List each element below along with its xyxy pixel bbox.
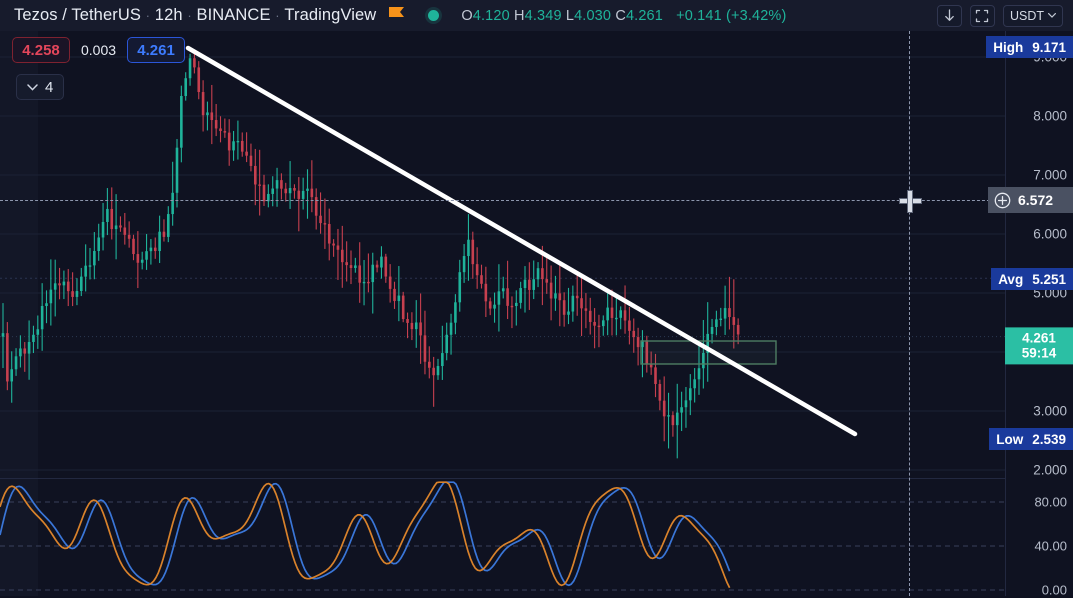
crosshair-cursor (899, 190, 922, 213)
price-tick: 7.000 (1033, 167, 1067, 183)
series-dot (428, 10, 440, 21)
download-button[interactable] (936, 4, 962, 27)
low-label: L (565, 7, 575, 24)
high-label: H (514, 7, 525, 24)
avg-tag: Avg (998, 271, 1024, 287)
bid-badge[interactable]: 4.258 (12, 37, 70, 63)
ohlc-readout: O4.120 H4.349 L4.030 C4.261 +0.141 (+3.4… (461, 8, 786, 24)
high-price-badge: High 9.171 (986, 36, 1073, 58)
low-tag: Low (996, 431, 1024, 447)
rectangle-drawing[interactable] (640, 340, 777, 365)
refresh-button[interactable] (969, 4, 995, 27)
currency-label: USDT (1009, 8, 1044, 23)
current-price-badge[interactable]: 4.261 59:14 (1005, 327, 1073, 365)
price-legend: 4.258 0.003 4.261 (12, 37, 186, 63)
symbol-name: Tezos / TetherUS (14, 6, 141, 24)
crosshair-price-value: 6.572 (1018, 192, 1054, 208)
avg-price-value: 5.251 (1032, 271, 1066, 287)
indicator-count: 4 (45, 78, 54, 96)
title-separator: · (183, 8, 196, 23)
change-value: +0.141 (+3.42%) (676, 7, 787, 24)
currency-dropdown[interactable]: USDT (1002, 4, 1063, 27)
low-price-value: 2.539 (1032, 431, 1066, 447)
high-price-value: 9.171 (1032, 39, 1066, 55)
title-separator: · (271, 8, 284, 23)
plus-circle-icon[interactable] (994, 192, 1011, 209)
chart-header: Tezos / TetherUS · 12h · BINANCE · Tradi… (0, 0, 1073, 31)
avg-price-badge: Avg 5.251 (991, 268, 1073, 290)
price-tick: 2.000 (1033, 462, 1067, 478)
high-value: 4.349 (524, 7, 562, 24)
bar-countdown: 59:14 (1021, 345, 1057, 361)
oscillator-tick: 0.00 (1041, 582, 1067, 598)
open-label: O (461, 7, 473, 24)
download-icon (945, 8, 954, 21)
price-axis[interactable]: 9.0008.0007.0006.0005.0004.0003.0002.000… (986, 31, 1073, 598)
low-value: 4.030 (574, 7, 612, 24)
price-tick: 6.000 (1033, 226, 1067, 242)
low-price-badge: Low 2.539 (989, 428, 1073, 450)
close-value: 4.261 (625, 7, 663, 24)
chevron-down-icon (1048, 13, 1056, 18)
symbol-title-group[interactable]: Tezos / TetherUS · 12h · BINANCE · Tradi… (0, 6, 405, 25)
open-value: 4.120 (472, 7, 510, 24)
drawing-objects (185, 45, 858, 437)
price-tick: 8.000 (1033, 108, 1067, 124)
spread-value: 0.003 (81, 42, 117, 58)
refresh-icon (976, 9, 989, 22)
header-toolbar: USDT (936, 4, 1073, 27)
price-tick: 3.000 (1033, 403, 1067, 419)
oscillator-tick: 40.00 (1034, 538, 1067, 554)
crosshair-price-badge: 6.572 (988, 187, 1073, 213)
ask-badge[interactable]: 4.261 (127, 37, 186, 63)
exchange-label: BINANCE (196, 6, 271, 24)
close-label: C (615, 7, 626, 24)
chevron-down-icon (27, 83, 38, 91)
oscillator-tick: 80.00 (1034, 494, 1067, 510)
trendline-drawing[interactable] (185, 45, 858, 437)
candlestick-series (1, 53, 740, 459)
oscillator-series (0, 481, 731, 589)
title-separator: · (141, 8, 154, 23)
pane-divider[interactable] (0, 478, 1005, 479)
page-title: Tezos / TetherUS · 12h · BINANCE · Tradi… (14, 6, 376, 25)
high-tag: High (993, 39, 1024, 55)
legend-collapse-row: 4 (16, 74, 65, 100)
interval-label: 12h (154, 6, 183, 24)
platform-label: TradingView (284, 6, 377, 24)
flag-icon (389, 7, 405, 17)
oscillator-gridlines (0, 501, 1005, 591)
chart-canvas[interactable] (0, 31, 1005, 596)
chart-graphics (0, 45, 1005, 591)
collapse-indicators-button[interactable]: 4 (16, 74, 65, 100)
current-price-value: 4.261 (1022, 330, 1056, 346)
